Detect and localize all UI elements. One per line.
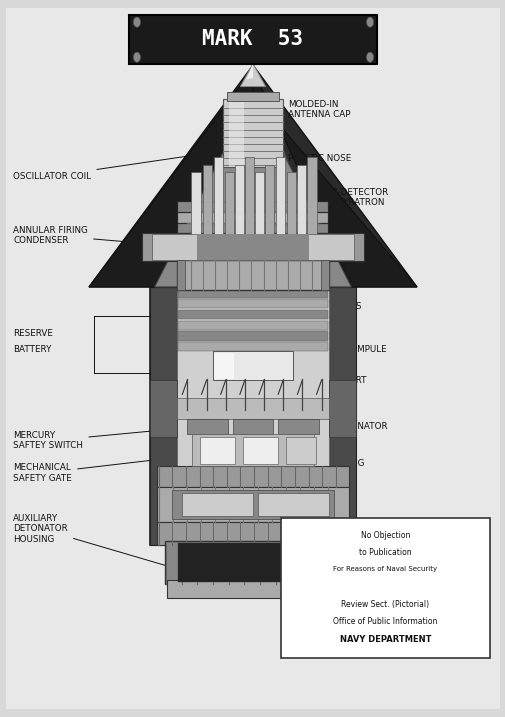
Bar bbox=[224, 172, 233, 239]
Bar bbox=[178, 543, 327, 581]
Circle shape bbox=[133, 17, 140, 27]
Polygon shape bbox=[172, 67, 333, 287]
Text: No Objection: No Objection bbox=[360, 531, 410, 540]
Text: ELECTROLYTE AMPULE: ELECTROLYTE AMPULE bbox=[288, 346, 386, 365]
Text: MOLDED-IN
ANTENNA CAP: MOLDED-IN ANTENNA CAP bbox=[256, 100, 350, 119]
Text: MERCURY
SAFTEY SWITCH: MERCURY SAFTEY SWITCH bbox=[13, 429, 174, 450]
Bar bbox=[255, 172, 264, 239]
Bar bbox=[178, 256, 327, 265]
Bar bbox=[212, 351, 293, 380]
Text: For Reasons of Naval Security: For Reasons of Naval Security bbox=[333, 566, 437, 571]
Bar bbox=[191, 172, 200, 239]
Bar bbox=[172, 490, 333, 519]
Bar bbox=[187, 419, 227, 434]
Bar bbox=[192, 434, 313, 466]
Text: ANNULAR FIRING
CONDENSER: ANNULAR FIRING CONDENSER bbox=[13, 226, 184, 247]
Circle shape bbox=[133, 52, 140, 62]
Bar bbox=[285, 437, 316, 464]
Polygon shape bbox=[246, 64, 252, 80]
Bar bbox=[177, 260, 328, 290]
Bar bbox=[149, 287, 356, 544]
Bar bbox=[297, 165, 306, 239]
Text: Review Sect. (Pictorial): Review Sect. (Pictorial) bbox=[341, 600, 429, 609]
Bar bbox=[178, 310, 327, 319]
Polygon shape bbox=[155, 94, 350, 287]
Text: AMPULE SUPPORT
and BREAKER: AMPULE SUPPORT and BREAKER bbox=[288, 376, 366, 395]
Text: NAVY DEPARTMENT: NAVY DEPARTMENT bbox=[339, 635, 430, 644]
Bar bbox=[177, 288, 328, 543]
Bar bbox=[157, 522, 348, 544]
Bar bbox=[276, 158, 285, 239]
Bar bbox=[178, 288, 327, 298]
Text: AUXILIARY
DETONATOR
HOUSING: AUXILIARY DETONATOR HOUSING bbox=[13, 514, 169, 566]
Bar bbox=[149, 380, 177, 437]
Text: BATTERY: BATTERY bbox=[13, 346, 52, 354]
Text: COMPRESSION
WATERPROOFING: COMPRESSION WATERPROOFING bbox=[288, 449, 364, 468]
Bar bbox=[242, 437, 278, 464]
Bar bbox=[234, 165, 243, 239]
Text: ELECTRIC DETONATOR: ELECTRIC DETONATOR bbox=[288, 422, 387, 431]
Polygon shape bbox=[89, 65, 416, 287]
Bar bbox=[178, 213, 327, 222]
Bar bbox=[278, 419, 318, 434]
Text: OSCILLATOR-DETECTOR
AMPLIFIER THYRATRON
BUNDLE.: OSCILLATOR-DETECTOR AMPLIFIER THYRATRON … bbox=[256, 188, 388, 217]
Bar bbox=[197, 234, 308, 260]
Bar bbox=[226, 92, 279, 101]
Bar bbox=[199, 437, 235, 464]
Text: COMPRESSION
WATERPROOFING: COMPRESSION WATERPROOFING bbox=[288, 269, 364, 288]
Circle shape bbox=[366, 17, 373, 27]
Bar bbox=[258, 493, 328, 516]
Bar bbox=[287, 172, 296, 239]
Bar bbox=[178, 331, 327, 341]
Bar bbox=[182, 493, 252, 516]
Bar bbox=[232, 419, 273, 434]
Bar bbox=[178, 320, 327, 330]
Bar bbox=[328, 287, 356, 544]
Bar bbox=[307, 158, 316, 239]
Bar bbox=[178, 299, 327, 308]
Bar bbox=[178, 245, 327, 255]
Bar bbox=[328, 380, 356, 437]
Bar bbox=[129, 15, 376, 64]
Text: PLASTIC NOSE: PLASTIC NOSE bbox=[256, 151, 351, 163]
Bar bbox=[178, 202, 327, 212]
Bar bbox=[157, 488, 348, 522]
Text: MARK  53: MARK 53 bbox=[202, 29, 303, 49]
Bar bbox=[213, 353, 233, 379]
Text: OSCILLATOR COIL: OSCILLATOR COIL bbox=[13, 151, 220, 181]
Text: MECHANICAL
SAFETY GATE: MECHANICAL SAFETY GATE bbox=[13, 457, 174, 483]
Bar bbox=[222, 99, 283, 167]
Bar bbox=[280, 518, 489, 657]
Text: RESERVE: RESERVE bbox=[13, 329, 53, 338]
Bar bbox=[202, 165, 211, 239]
Bar bbox=[265, 165, 274, 239]
Bar bbox=[177, 398, 328, 419]
Bar bbox=[167, 580, 338, 598]
Bar bbox=[157, 466, 348, 488]
Bar bbox=[178, 277, 327, 287]
Circle shape bbox=[366, 52, 373, 62]
Polygon shape bbox=[240, 64, 265, 87]
Bar bbox=[177, 260, 184, 290]
Bar bbox=[149, 287, 177, 544]
Bar bbox=[152, 234, 353, 260]
Bar bbox=[321, 260, 328, 290]
Bar bbox=[178, 342, 327, 351]
Text: BATTERY PLATES: BATTERY PLATES bbox=[288, 302, 361, 310]
Text: to Publication: to Publication bbox=[359, 549, 411, 557]
Bar bbox=[164, 541, 341, 584]
Bar bbox=[213, 158, 222, 239]
Bar bbox=[229, 99, 244, 167]
Polygon shape bbox=[89, 69, 252, 287]
Bar bbox=[178, 234, 327, 244]
Bar bbox=[142, 232, 363, 261]
Text: Office of Public Information: Office of Public Information bbox=[333, 617, 437, 627]
Polygon shape bbox=[252, 69, 416, 287]
Bar bbox=[178, 267, 327, 276]
Bar bbox=[244, 158, 254, 239]
Bar bbox=[178, 224, 327, 233]
